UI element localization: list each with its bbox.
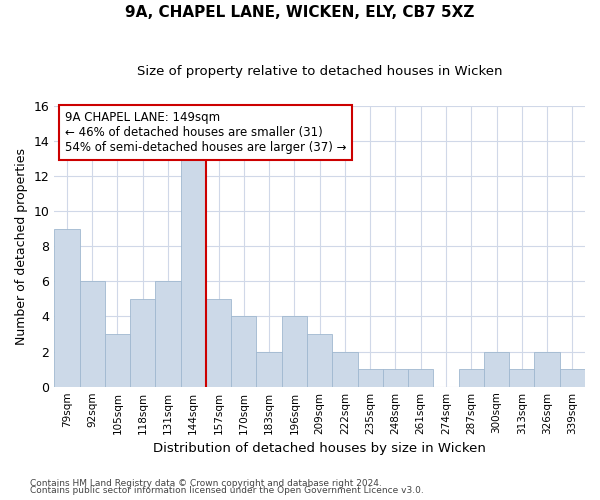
Bar (155, 282, 181, 387)
Bar (206, 299, 231, 386)
Bar (105, 334, 130, 386)
Y-axis label: Number of detached properties: Number of detached properties (15, 148, 28, 344)
Text: 9A, CHAPEL LANE, WICKEN, ELY, CB7 5XZ: 9A, CHAPEL LANE, WICKEN, ELY, CB7 5XZ (125, 5, 475, 20)
Bar (484, 352, 509, 386)
Title: Size of property relative to detached houses in Wicken: Size of property relative to detached ho… (137, 65, 502, 78)
Bar (509, 369, 535, 386)
Bar (231, 316, 256, 386)
Bar (307, 334, 332, 386)
X-axis label: Distribution of detached houses by size in Wicken: Distribution of detached houses by size … (153, 442, 486, 455)
Bar (54, 228, 80, 386)
Bar (282, 316, 307, 386)
Text: Contains public sector information licensed under the Open Government Licence v3: Contains public sector information licen… (30, 486, 424, 495)
Bar (535, 352, 560, 386)
Bar (383, 369, 408, 386)
Bar (181, 158, 206, 386)
Bar (256, 352, 282, 386)
Bar (560, 369, 585, 386)
Bar (358, 369, 383, 386)
Bar (332, 352, 358, 386)
Text: 9A CHAPEL LANE: 149sqm
← 46% of detached houses are smaller (31)
54% of semi-det: 9A CHAPEL LANE: 149sqm ← 46% of detached… (65, 111, 346, 154)
Bar (130, 299, 155, 386)
Bar (408, 369, 433, 386)
Bar (458, 369, 484, 386)
Bar (80, 282, 105, 387)
Text: Contains HM Land Registry data © Crown copyright and database right 2024.: Contains HM Land Registry data © Crown c… (30, 478, 382, 488)
